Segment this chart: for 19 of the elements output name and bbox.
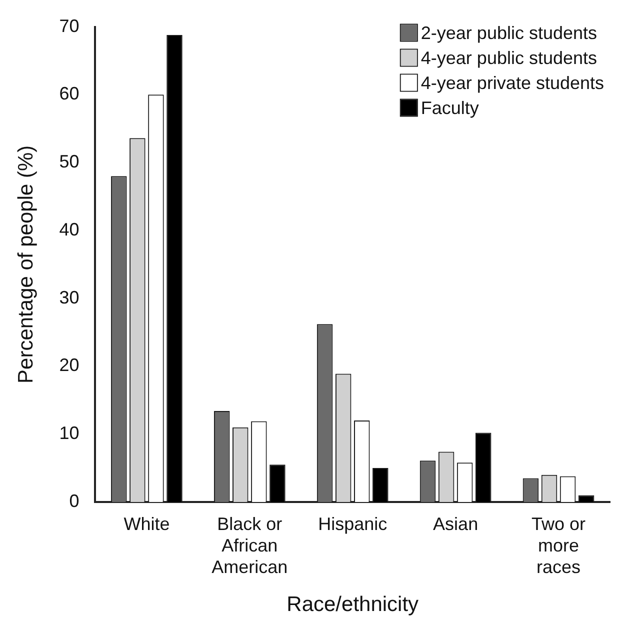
legend-label: 4-year public students: [420, 48, 598, 68]
legend-label: 2-year public students: [420, 22, 598, 43]
y-tick-label: 40: [59, 219, 80, 240]
x-tick-label: Two or more races: [532, 514, 586, 577]
y-tick-label: 30: [59, 287, 80, 308]
x-axis-title: Race/ethnicity: [286, 593, 420, 616]
y-tick-label: 70: [59, 16, 80, 36]
y-axis-title: Percentage of people (%): [14, 145, 38, 384]
y-tick-label: 50: [59, 152, 80, 172]
x-tick-label: Hispanic: [318, 514, 388, 534]
y-tick-label: 10: [59, 423, 80, 444]
legend-label: 4-year private students: [420, 72, 604, 93]
y-tick-label: 0: [69, 490, 80, 511]
x-tick-label: Asian: [433, 514, 478, 534]
x-tick-label: Black or African American: [212, 514, 288, 577]
y-tick-label: 20: [59, 355, 80, 376]
legend-label: Faculty: [420, 98, 479, 118]
x-tick-label: White: [124, 514, 170, 534]
y-tick-label: 60: [59, 84, 80, 104]
